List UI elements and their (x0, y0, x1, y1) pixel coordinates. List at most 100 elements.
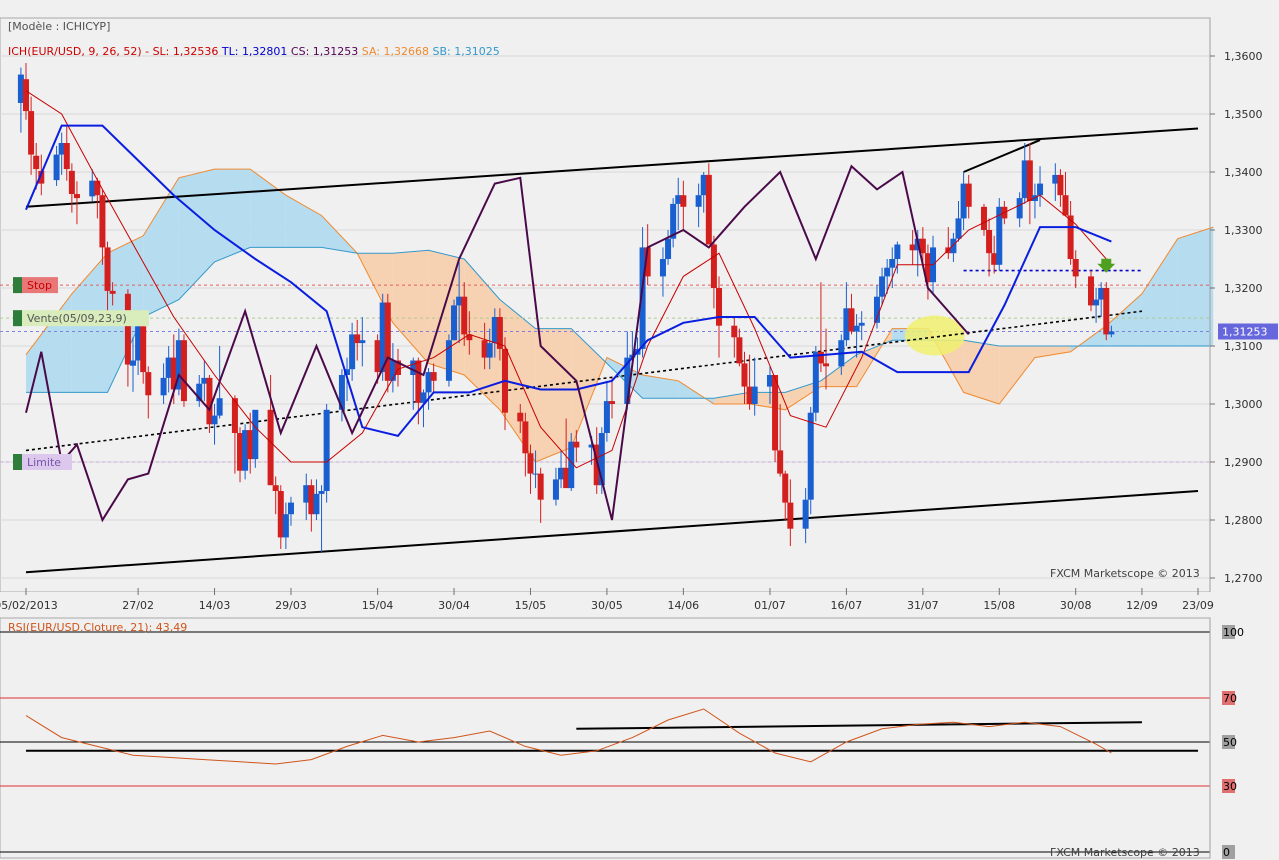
candle (986, 218, 993, 277)
candle-body (853, 325, 860, 332)
candle-body (1057, 174, 1064, 196)
candle-body (23, 79, 29, 112)
order-tag[interactable]: Limite (13, 454, 72, 470)
candle-body (980, 206, 987, 230)
order-level-lines (0, 284, 1210, 463)
candle-body (303, 485, 310, 503)
candle-body (242, 430, 249, 471)
candle-body (955, 218, 962, 239)
candle-body (593, 444, 600, 486)
candle (466, 311, 473, 355)
rsi-panel[interactable]: 100 70 50 30 0 RSI(EUR/USD.Cloture, 21): 43,… (0, 617, 1244, 859)
date-tick-label: 16/07 (831, 599, 863, 612)
order-tag-label: Stop (27, 279, 52, 292)
kumo-segment (178, 169, 215, 300)
price-tick-label: 1,2900 (1224, 456, 1263, 469)
candle (99, 189, 106, 265)
watermark: FXCM Marketscope © 2013 (1050, 567, 1200, 580)
candle-body (710, 244, 717, 288)
price-plot-area (0, 17, 1211, 593)
price-axis: 1,3600 1,3500 1,3400 1,3300 1,3200 1,3100 1,30… (1209, 18, 1263, 592)
order-tags[interactable]: Stop Vente(05/09,23,9) Limite (13, 277, 149, 470)
candle-body (124, 293, 131, 365)
candle (772, 375, 779, 462)
legend-item: SL: 1,32536 (149, 45, 218, 58)
kijun-line (25, 124, 1112, 438)
candle-body (802, 499, 809, 529)
candle (873, 285, 880, 329)
candle (53, 145, 60, 186)
candle-body (1072, 259, 1079, 277)
candle (313, 479, 320, 520)
candle-body (318, 491, 325, 494)
candle-body (919, 238, 926, 254)
candle (303, 473, 310, 520)
candle-body (552, 479, 559, 500)
candle-body (272, 485, 279, 491)
legend-item: SB: 1,31025 (429, 45, 500, 58)
rsi-level-badge (1222, 779, 1235, 793)
candle (965, 174, 972, 219)
candle-body (201, 377, 208, 384)
kumo-segment (1177, 227, 1214, 346)
candle-body (196, 383, 203, 402)
candle-body (73, 194, 80, 199)
kumo-segment (143, 177, 179, 317)
order-tag[interactable]: Stop (13, 277, 58, 294)
candle-body (858, 322, 865, 326)
candle (338, 369, 345, 422)
candle-body (420, 392, 427, 403)
candle (848, 293, 855, 335)
date-tick-label: 27/02 (122, 599, 154, 612)
candle (552, 467, 559, 506)
candle-body (766, 375, 773, 387)
candle (665, 230, 672, 265)
candle (17, 67, 24, 133)
candle (165, 346, 172, 393)
candle (659, 247, 666, 297)
candle (705, 163, 712, 245)
candle-body (491, 317, 498, 344)
candle-body (231, 398, 238, 433)
candle (58, 132, 65, 175)
highlight-zone (904, 315, 965, 356)
candle (700, 172, 707, 213)
rsi-level-badge (1222, 625, 1235, 639)
candle (710, 235, 717, 309)
order-tag-label: Vente(05/09,23,9) (27, 312, 127, 325)
candle (919, 227, 926, 265)
candle-body (588, 444, 595, 448)
candle (211, 404, 218, 445)
candle-body (751, 386, 758, 404)
candle-body (782, 473, 789, 503)
candle (456, 261, 463, 344)
candle-body (28, 111, 35, 155)
candle (1108, 325, 1115, 338)
candle (1052, 163, 1059, 201)
candle-body (522, 421, 529, 454)
candle-body (527, 453, 534, 474)
candle-body (746, 386, 753, 404)
candle-body (338, 375, 345, 410)
ichimoku-legend: ICH(EUR/USD, 9, 26, 52) - SL: 1,32536 TL… (8, 45, 500, 58)
candle (394, 348, 401, 387)
rsi-line (25, 708, 1112, 765)
candle-body (1062, 195, 1069, 216)
order-tag[interactable]: Vente(05/09,23,9) (13, 310, 149, 327)
candle (563, 418, 570, 489)
candle (1016, 192, 1023, 228)
candle-body (894, 244, 901, 259)
candle (491, 308, 498, 358)
candles (17, 62, 1115, 552)
price-panel[interactable]: 1,3600 1,3500 1,3400 1,3300 1,3200 1,3100 1,30… (0, 17, 1279, 614)
candle (415, 357, 422, 425)
candle-body (349, 334, 356, 370)
price-tick-label: 1,2800 (1224, 514, 1263, 527)
order-tag-handle (13, 454, 22, 470)
candle-body (308, 485, 315, 515)
candle-body (145, 372, 152, 396)
candle (680, 180, 687, 230)
candle-body (425, 372, 432, 393)
rsi-level-label: 50 (1223, 736, 1237, 749)
candle-body (924, 253, 931, 283)
